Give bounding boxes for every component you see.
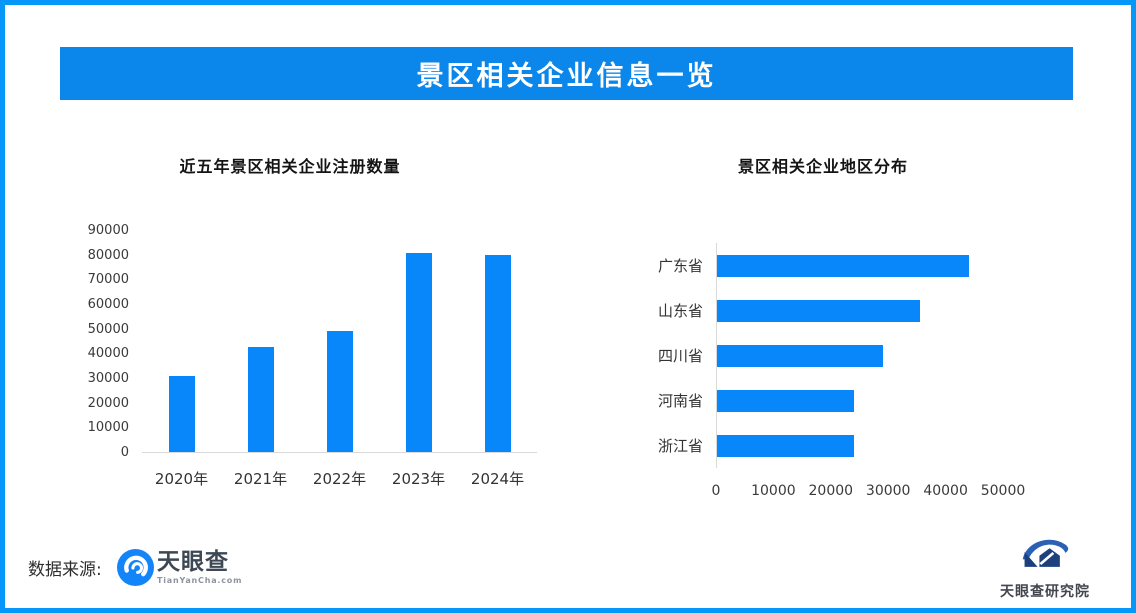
registrations-plot-area xyxy=(142,231,537,453)
y-tick-60000: 60000 xyxy=(87,297,129,312)
registrations-x-axis-labels: 2020年 2021年 2022年 2023年 2024年 xyxy=(142,468,537,488)
y-tick-40000: 40000 xyxy=(87,346,129,362)
bar-row-山东省 xyxy=(717,288,1003,333)
category-label-山东省: 山东省 xyxy=(657,302,703,320)
registrations-chart-title: 近五年景区相关企业注册数量 xyxy=(179,157,401,176)
x-tick-10000: 10000 xyxy=(751,483,796,499)
regions-chart-title: 景区相关企业地区分布 xyxy=(737,157,908,176)
y-tick-20000: 20000 xyxy=(87,395,129,411)
y-tick-80000: 80000 xyxy=(87,247,129,263)
y-tick-30000: 30000 xyxy=(87,371,129,386)
y-tick-70000: 70000 xyxy=(87,272,129,288)
bar-浙江省 xyxy=(717,434,855,457)
bar-河南省 xyxy=(717,389,855,412)
x-tick-20000: 20000 xyxy=(808,483,854,499)
x-tick-50000: 50000 xyxy=(980,483,1026,499)
x-tick-0: 0 xyxy=(711,483,721,499)
x-label-2020年: 2020年 xyxy=(154,470,209,488)
bar-row-广东省 xyxy=(717,243,1003,288)
page-title-banner: 景区相关企业信息一览 xyxy=(60,47,1073,100)
category-label-广东省: 广东省 xyxy=(657,257,703,275)
tianyancha-institute-logo-icon xyxy=(1022,539,1069,567)
registrations-y-axis: 0 10000 20000 30000 40000 50000 60000 70000 8000… xyxy=(55,223,129,460)
bar-column-2023年 xyxy=(379,231,458,452)
tianyancha-eye-logo-icon xyxy=(117,549,154,586)
bar-row-浙江省 xyxy=(717,423,1003,468)
category-label-河南省: 河南省 xyxy=(657,392,703,410)
x-label-2021年: 2021年 xyxy=(233,470,288,488)
regions-category-labels: 广东省山东省四川省河南省浙江省 xyxy=(601,243,703,468)
y-tick-90000: 90000 xyxy=(87,223,129,238)
y-tick-50000: 50000 xyxy=(87,321,129,337)
bar-column-2022年 xyxy=(300,231,379,452)
tianyancha-domain: TianYanCha.com xyxy=(157,576,243,585)
x-tick-40000: 40000 xyxy=(923,483,968,499)
category-label-浙江省: 浙江省 xyxy=(657,437,703,455)
institute-logo-block: 天眼查研究院 xyxy=(985,535,1105,601)
bar-column-2024年 xyxy=(458,231,537,452)
tianyancha-wordmark: 天眼查 TianYanCha.com xyxy=(157,549,277,586)
regions-x-axis-ticks: 0 10000 20000 30000 40000 50000 xyxy=(712,483,1026,501)
bar-column-2020年 xyxy=(142,231,221,452)
data-source-label: 数据来源: xyxy=(28,560,102,580)
x-label-2023年: 2023年 xyxy=(391,470,446,488)
x-label-2022年: 2022年 xyxy=(312,470,367,488)
x-label-2024年: 2024年 xyxy=(470,470,525,488)
tianyancha-name: 天眼查 xyxy=(157,549,229,575)
y-tick-10000: 10000 xyxy=(87,420,129,436)
page-title: 景区相关企业信息一览 xyxy=(416,61,717,92)
bar-2022年 xyxy=(326,331,353,452)
bar-四川省 xyxy=(717,344,883,367)
bar-广东省 xyxy=(717,254,969,277)
bar-山东省 xyxy=(717,299,921,322)
bar-column-2021年 xyxy=(221,231,300,452)
bar-2023年 xyxy=(405,253,432,452)
y-tick-0: 0 xyxy=(120,445,129,460)
x-tick-30000: 30000 xyxy=(865,483,911,499)
bar-row-河南省 xyxy=(717,378,1003,423)
bar-row-四川省 xyxy=(717,333,1003,378)
bar-2021年 xyxy=(247,347,274,452)
bar-2020年 xyxy=(168,376,195,452)
category-label-四川省: 四川省 xyxy=(657,347,703,365)
bar-2024年 xyxy=(484,255,511,452)
institute-name: 天眼查研究院 xyxy=(1000,584,1090,600)
regions-plot-area xyxy=(716,243,1003,468)
